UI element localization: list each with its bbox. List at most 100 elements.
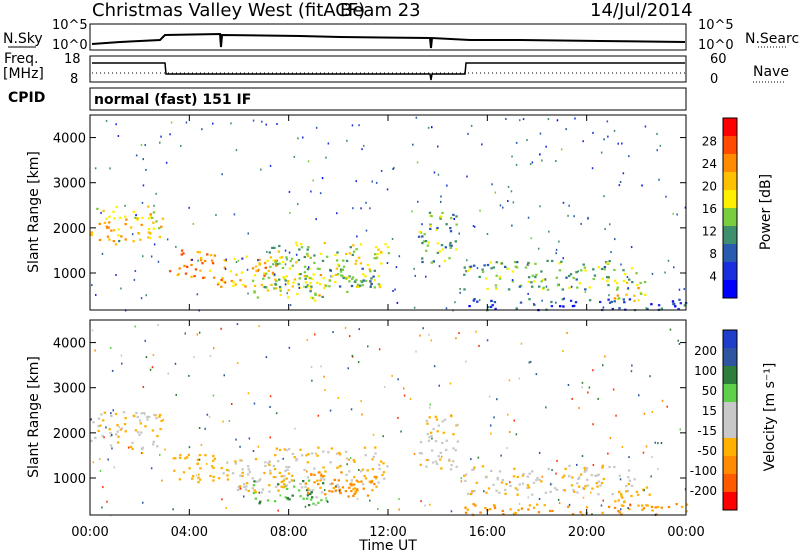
power-scatter-cell xyxy=(215,214,217,216)
velocity-scatter-cell xyxy=(277,509,279,512)
power-scatter-cell xyxy=(560,148,563,151)
power-scatter-cell xyxy=(396,301,399,304)
power-scatter-cell xyxy=(311,296,314,299)
power-scatter-cell xyxy=(433,171,436,174)
velocity-echo-cell xyxy=(442,431,445,434)
velocity-echo-cell xyxy=(383,477,386,480)
power-echo-cell xyxy=(550,300,553,304)
power-scatter-cell xyxy=(212,122,214,125)
power-scatter-cell xyxy=(327,142,330,145)
power-scatter-cell xyxy=(467,132,469,135)
power-scatter-cell xyxy=(284,249,287,252)
power-scatter-cell xyxy=(325,156,327,159)
velocity-scatter-cell xyxy=(397,378,399,381)
power-echo-cell xyxy=(318,283,322,286)
velocity-echo-cell xyxy=(628,479,631,482)
beam-title: Beam 23 xyxy=(340,0,421,21)
power-echo-cell xyxy=(196,250,199,254)
velocity-echo-cell xyxy=(344,490,348,493)
power-echo-cell xyxy=(593,274,597,277)
power-echo-cell xyxy=(516,261,519,264)
power-echo-cell xyxy=(556,284,560,287)
velocity-echo-cell xyxy=(329,483,332,486)
power-scatter-cell xyxy=(185,121,188,124)
velocity-echo-cell xyxy=(526,475,529,478)
velocity-y-label: Slant Range [km] xyxy=(26,356,42,478)
velocity-echo-cell xyxy=(239,474,242,477)
velocity-echo-cell xyxy=(563,474,566,477)
power-echo-cell xyxy=(336,251,339,254)
power-echo-cell xyxy=(148,217,151,220)
velocity-echo-cell xyxy=(173,469,176,472)
velocity-echo-cell xyxy=(597,480,601,483)
velocity-scatter-cell xyxy=(172,508,174,511)
power-scatter-cell xyxy=(272,263,274,266)
velocity-echo-cell xyxy=(317,446,320,449)
power-echo-cell xyxy=(618,307,621,310)
velocity-echo-cell xyxy=(306,487,310,490)
velocity-scatter-cell xyxy=(527,496,529,499)
velocity-scatter-cell xyxy=(666,405,668,408)
power-echo-cell xyxy=(429,223,432,226)
velocity-scatter-cell xyxy=(206,413,209,416)
velocity-echo-cell xyxy=(585,506,589,509)
power-echo-cell xyxy=(263,262,267,265)
nsky-trace xyxy=(91,32,686,49)
power-echo-cell xyxy=(206,253,209,256)
power-echo-cell xyxy=(429,227,432,230)
power-scatter-cell xyxy=(558,240,560,243)
power-echo-cell xyxy=(605,261,608,264)
velocity-echo-cell xyxy=(231,472,235,475)
power-echo-cell xyxy=(286,280,290,283)
power-echo-cell xyxy=(421,260,424,264)
power-echo-cell xyxy=(493,301,497,304)
velocity-echo-cell xyxy=(650,505,654,508)
velocity-echo-cell xyxy=(418,452,422,455)
power-scatter-cell xyxy=(445,307,448,310)
power-echo-cell xyxy=(198,251,201,254)
velocity-echo-cell xyxy=(521,474,525,477)
power-scatter-cell xyxy=(519,119,521,122)
power-echo-cell xyxy=(355,278,358,281)
velocity-echo-cell xyxy=(335,452,339,455)
velocity-scatter-cell xyxy=(398,497,400,500)
velocity-echo-cell xyxy=(305,489,309,492)
velocity-scatter-cell xyxy=(306,470,308,473)
power-echo-cell xyxy=(476,300,479,303)
power-scatter-cell xyxy=(613,129,616,132)
velocity-echo-cell xyxy=(247,489,250,492)
velocity-echo-cell xyxy=(369,481,373,484)
velocity-echo-cell xyxy=(526,486,529,489)
velocity-echo-cell xyxy=(306,476,310,479)
velocity-echo-cell xyxy=(110,414,113,417)
power-scatter-cell xyxy=(541,159,543,162)
velocity-scatter-cell xyxy=(252,450,255,452)
power-echo-cell xyxy=(561,288,564,291)
velocity-scatter-cell xyxy=(571,397,573,400)
power-scatter-cell xyxy=(115,274,117,276)
power-scatter-cell xyxy=(360,207,362,210)
velocity-echo-cell xyxy=(312,502,315,505)
power-echo-cell xyxy=(275,280,278,283)
velocity-echo-cell xyxy=(272,464,275,468)
power-scatter-cell xyxy=(574,117,576,120)
velocity-echo-cell xyxy=(345,457,349,460)
velocity-echo-cell xyxy=(618,511,621,514)
power-echo-cell xyxy=(177,273,180,276)
velocity-echo-cell xyxy=(521,482,525,485)
power-echo-cell xyxy=(443,259,447,262)
velocity-echo-cell xyxy=(284,469,287,472)
nave-label: Nave xyxy=(753,64,789,80)
power-scatter-cell xyxy=(459,291,461,294)
velocity-echo-cell xyxy=(199,467,202,470)
power-echo-cell xyxy=(305,286,308,289)
power-echo-cell xyxy=(362,273,365,276)
velocity-echo-cell xyxy=(425,459,429,462)
velocity-echo-cell xyxy=(283,448,286,451)
power-echo-cell xyxy=(555,276,558,279)
velocity-scatter-cell xyxy=(398,508,400,511)
velocity-echo-cell xyxy=(437,424,440,427)
power-echo-cell xyxy=(592,268,595,271)
velocity-echo-cell xyxy=(241,474,244,478)
velocity-echo-cell xyxy=(528,472,531,475)
